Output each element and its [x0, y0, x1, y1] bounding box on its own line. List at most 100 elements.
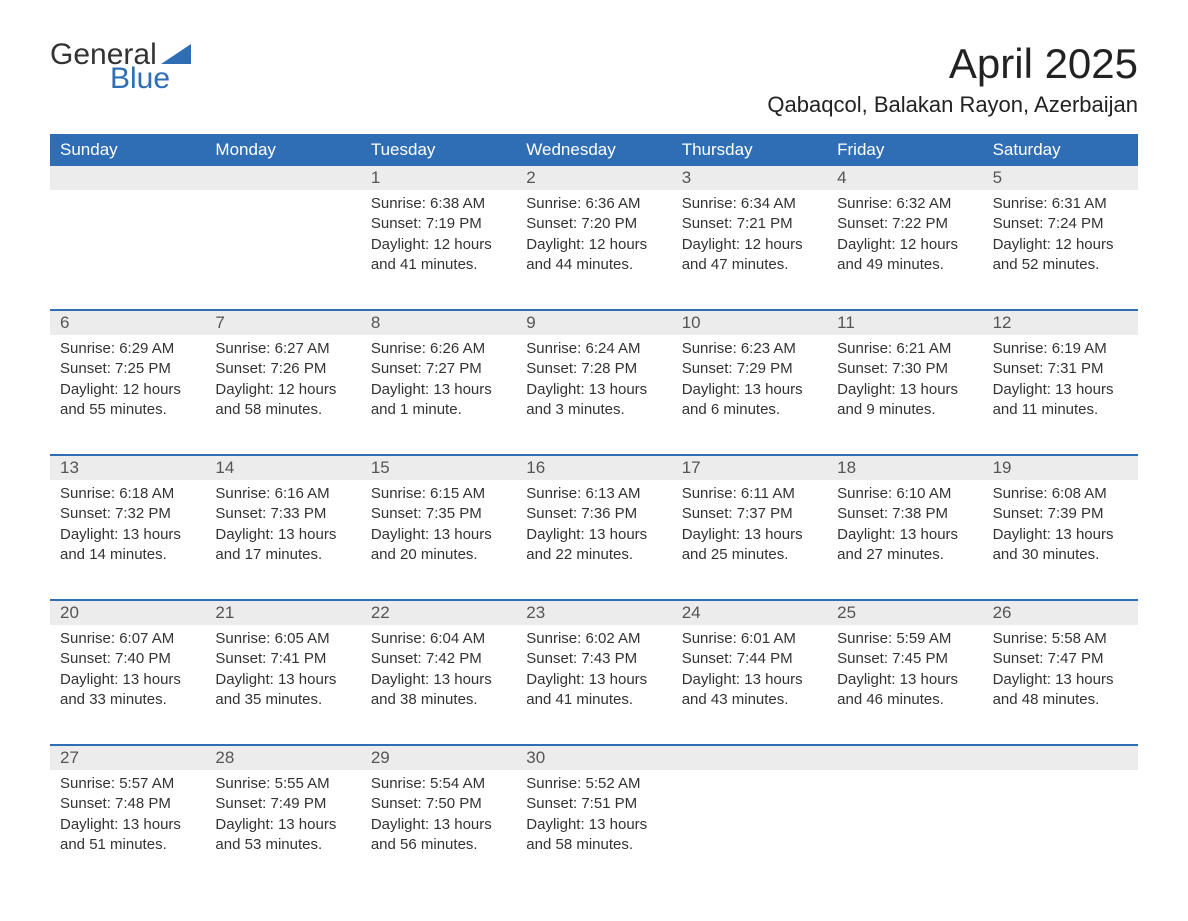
sunrise-text: Sunrise: 6:10 AM: [837, 484, 972, 504]
daylight-text: Daylight: 12 hours: [526, 235, 661, 255]
day-cell: Sunrise: 6:27 AMSunset: 7:26 PMDaylight:…: [205, 335, 360, 446]
sunset-text: Sunset: 7:35 PM: [371, 504, 506, 524]
sunset-text: Sunset: 7:50 PM: [371, 794, 506, 814]
daylight-text: Daylight: 13 hours: [682, 380, 817, 400]
daylight-text: Daylight: 13 hours: [526, 670, 661, 690]
calendar-week: 12345Sunrise: 6:38 AMSunset: 7:19 PMDayl…: [50, 166, 1138, 301]
day-number: 1: [361, 166, 516, 190]
sunset-text: Sunset: 7:48 PM: [60, 794, 195, 814]
sunset-text: Sunset: 7:21 PM: [682, 214, 817, 234]
day-cell: Sunrise: 5:59 AMSunset: 7:45 PMDaylight:…: [827, 625, 982, 736]
day-cell: Sunrise: 6:02 AMSunset: 7:43 PMDaylight:…: [516, 625, 671, 736]
day-number-row: 27282930: [50, 746, 1138, 770]
daylight-text: Daylight: 13 hours: [837, 525, 972, 545]
sunrise-text: Sunrise: 6:26 AM: [371, 339, 506, 359]
daylight-text: and 35 minutes.: [215, 690, 350, 710]
sunrise-text: Sunrise: 5:58 AM: [993, 629, 1128, 649]
day-header: Tuesday: [361, 134, 516, 166]
daylight-text: Daylight: 13 hours: [60, 815, 195, 835]
day-number: 11: [827, 311, 982, 335]
day-number: 8: [361, 311, 516, 335]
sunrise-text: Sunrise: 6:04 AM: [371, 629, 506, 649]
daylight-text: and 58 minutes.: [526, 835, 661, 855]
day-number: 16: [516, 456, 671, 480]
sunset-text: Sunset: 7:26 PM: [215, 359, 350, 379]
sunrise-text: Sunrise: 5:54 AM: [371, 774, 506, 794]
day-number: 29: [361, 746, 516, 770]
daylight-text: Daylight: 12 hours: [682, 235, 817, 255]
daylight-text: Daylight: 13 hours: [215, 670, 350, 690]
daylight-text: and 43 minutes.: [682, 690, 817, 710]
day-number: [672, 746, 827, 770]
day-number: 24: [672, 601, 827, 625]
day-cell: Sunrise: 6:31 AMSunset: 7:24 PMDaylight:…: [983, 190, 1138, 301]
day-cell: Sunrise: 6:36 AMSunset: 7:20 PMDaylight:…: [516, 190, 671, 301]
sunset-text: Sunset: 7:41 PM: [215, 649, 350, 669]
daylight-text: and 55 minutes.: [60, 400, 195, 420]
daylight-text: and 52 minutes.: [993, 255, 1128, 275]
sunset-text: Sunset: 7:43 PM: [526, 649, 661, 669]
day-number: 21: [205, 601, 360, 625]
sunrise-text: Sunrise: 6:32 AM: [837, 194, 972, 214]
day-cell: Sunrise: 5:58 AMSunset: 7:47 PMDaylight:…: [983, 625, 1138, 736]
day-cell: [827, 770, 982, 881]
day-number-row: 13141516171819: [50, 456, 1138, 480]
sunrise-text: Sunrise: 6:31 AM: [993, 194, 1128, 214]
sunrise-text: Sunrise: 6:38 AM: [371, 194, 506, 214]
day-header-row: Sunday Monday Tuesday Wednesday Thursday…: [50, 134, 1138, 166]
daylight-text: and 6 minutes.: [682, 400, 817, 420]
day-cell: Sunrise: 6:29 AMSunset: 7:25 PMDaylight:…: [50, 335, 205, 446]
sunrise-text: Sunrise: 5:57 AM: [60, 774, 195, 794]
day-cell: Sunrise: 6:08 AMSunset: 7:39 PMDaylight:…: [983, 480, 1138, 591]
sunrise-text: Sunrise: 6:29 AM: [60, 339, 195, 359]
sunset-text: Sunset: 7:36 PM: [526, 504, 661, 524]
day-cell: Sunrise: 5:52 AMSunset: 7:51 PMDaylight:…: [516, 770, 671, 881]
daylight-text: Daylight: 13 hours: [215, 815, 350, 835]
day-header: Friday: [827, 134, 982, 166]
daylight-text: and 44 minutes.: [526, 255, 661, 275]
daylight-text: Daylight: 13 hours: [526, 525, 661, 545]
day-number: [205, 166, 360, 190]
day-number: 25: [827, 601, 982, 625]
sunrise-text: Sunrise: 6:23 AM: [682, 339, 817, 359]
daylight-text: Daylight: 13 hours: [837, 670, 972, 690]
day-cell: Sunrise: 6:34 AMSunset: 7:21 PMDaylight:…: [672, 190, 827, 301]
day-number-row: 6789101112: [50, 311, 1138, 335]
sunrise-text: Sunrise: 5:55 AM: [215, 774, 350, 794]
daylight-text: and 9 minutes.: [837, 400, 972, 420]
sunset-text: Sunset: 7:39 PM: [993, 504, 1128, 524]
daylight-text: and 25 minutes.: [682, 545, 817, 565]
day-number: 15: [361, 456, 516, 480]
day-number: 3: [672, 166, 827, 190]
sunset-text: Sunset: 7:40 PM: [60, 649, 195, 669]
daylight-text: and 58 minutes.: [215, 400, 350, 420]
day-cell: [50, 190, 205, 301]
sunrise-text: Sunrise: 6:07 AM: [60, 629, 195, 649]
daylight-text: Daylight: 13 hours: [993, 525, 1128, 545]
sunset-text: Sunset: 7:51 PM: [526, 794, 661, 814]
day-number: 30: [516, 746, 671, 770]
sunset-text: Sunset: 7:42 PM: [371, 649, 506, 669]
logo: General Blue: [50, 40, 191, 94]
calendar-week: 6789101112Sunrise: 6:29 AMSunset: 7:25 P…: [50, 309, 1138, 446]
calendar-week: 13141516171819Sunrise: 6:18 AMSunset: 7:…: [50, 454, 1138, 591]
sunset-text: Sunset: 7:37 PM: [682, 504, 817, 524]
day-number: 13: [50, 456, 205, 480]
daylight-text: and 22 minutes.: [526, 545, 661, 565]
sunset-text: Sunset: 7:47 PM: [993, 649, 1128, 669]
sunrise-text: Sunrise: 6:36 AM: [526, 194, 661, 214]
daylight-text: Daylight: 12 hours: [215, 380, 350, 400]
daylight-text: and 53 minutes.: [215, 835, 350, 855]
daylight-text: and 3 minutes.: [526, 400, 661, 420]
calendar-week: 27282930Sunrise: 5:57 AMSunset: 7:48 PMD…: [50, 744, 1138, 881]
daylight-text: Daylight: 12 hours: [837, 235, 972, 255]
sunrise-text: Sunrise: 6:27 AM: [215, 339, 350, 359]
daylight-text: and 20 minutes.: [371, 545, 506, 565]
sunset-text: Sunset: 7:31 PM: [993, 359, 1128, 379]
daylight-text: Daylight: 13 hours: [371, 815, 506, 835]
sunset-text: Sunset: 7:38 PM: [837, 504, 972, 524]
sunset-text: Sunset: 7:33 PM: [215, 504, 350, 524]
day-number: 26: [983, 601, 1138, 625]
sunset-text: Sunset: 7:44 PM: [682, 649, 817, 669]
daylight-text: Daylight: 13 hours: [682, 670, 817, 690]
